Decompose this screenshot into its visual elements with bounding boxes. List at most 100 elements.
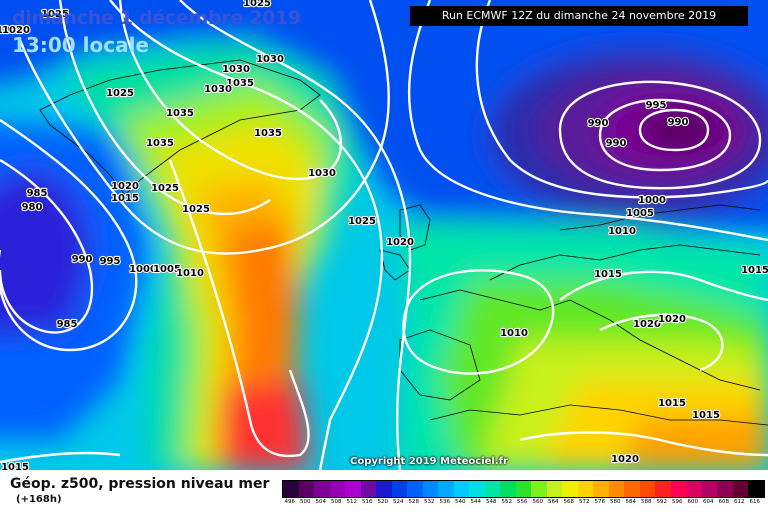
isobar-label: 1035 [254, 128, 282, 139]
isobar-label: 1020 [2, 25, 30, 36]
isobar-label: 1020 [611, 454, 639, 465]
isobar-label: 990 [588, 118, 609, 129]
scale-label: 528 [408, 499, 420, 505]
scale-label: 608 [718, 499, 730, 505]
scale-label: 572 [579, 499, 590, 505]
isobar-label: 1015 [658, 398, 686, 409]
scale-swatch [360, 481, 376, 497]
isobar-label: 1035 [166, 108, 194, 119]
isobar-label: 990 [606, 138, 627, 149]
scale-label: 552 [501, 499, 513, 505]
isobar-label: 1020 [111, 181, 139, 192]
scale-swatch [407, 481, 423, 497]
isobar-label: 1025 [348, 216, 376, 227]
isobar-label: 1025 [151, 183, 179, 194]
isobar-label: 1015 [594, 269, 622, 280]
scale-label: 596 [672, 499, 683, 505]
scale-label: 592 [656, 499, 668, 505]
scale-label: 508 [331, 499, 342, 505]
isobar-label: 985 [57, 319, 78, 330]
scale-label: 496 [284, 499, 296, 505]
geopotential-field [0, 0, 768, 470]
scale-label: 564 [548, 499, 559, 505]
isobar-label: 1015 [741, 265, 768, 276]
isobar-line [558, 80, 762, 190]
scale-label: 520 [377, 499, 389, 505]
isobar-labels: 1025103010301030103510301025103510351035… [0, 0, 768, 470]
isobar-line [402, 269, 555, 375]
scale-label: 540 [455, 499, 466, 505]
isobar-line [109, 0, 384, 470]
scale-swatch [546, 481, 562, 497]
scale-swatch [593, 481, 609, 497]
color-scale [282, 480, 765, 498]
isobar-label: 980 [22, 202, 43, 213]
isobar-label: 1035 [146, 138, 174, 149]
isobar-line [475, 0, 768, 199]
scale-swatch [500, 481, 516, 497]
scale-swatch [655, 481, 671, 497]
forecast-time: 13:00 locale [12, 33, 149, 57]
isobar-label: 1030 [204, 84, 232, 95]
scale-label: 576 [594, 499, 606, 505]
scale-label: 580 [610, 499, 621, 505]
isobar-line [559, 270, 768, 302]
scale-swatch [345, 481, 361, 497]
isobar-line [168, 159, 310, 458]
isobar-line [179, 0, 412, 470]
scale-label: 600 [687, 499, 699, 505]
isobar-label: 1030 [0, 25, 24, 36]
scale-label: 588 [641, 499, 652, 505]
isobar-label: 1010 [500, 328, 528, 339]
isobar-label: 1015 [1, 462, 29, 470]
isobar-line [0, 451, 121, 464]
scale-label: 524 [393, 499, 404, 505]
isobar-label: 990 [72, 254, 93, 265]
scale-swatch [283, 481, 299, 497]
scale-swatch [608, 481, 624, 497]
scale-swatch [376, 481, 392, 497]
isobar-line [638, 108, 710, 152]
scale-swatch [438, 481, 454, 497]
copyright-label: Copyright 2019 Meteociel.fr [350, 456, 508, 467]
isobar-label: 1035 [226, 78, 254, 89]
isobar-label: 995 [646, 100, 667, 111]
scale-swatch [298, 481, 314, 497]
scale-label: 616 [749, 499, 761, 505]
isobar-label: 1025 [41, 9, 69, 20]
scale-label: 548 [486, 499, 497, 505]
scale-swatch [577, 481, 593, 497]
isobar-label: 1025 [182, 204, 210, 215]
isobar-line [407, 0, 768, 242]
scale-label: 532 [424, 499, 435, 505]
scale-label: 612 [734, 499, 745, 505]
isobar-label: 1005 [153, 264, 181, 275]
scale-swatch [701, 481, 717, 497]
isobar-lines [0, 0, 768, 470]
isobar-label: 1000 [129, 264, 157, 275]
scale-label: 516 [362, 499, 373, 505]
geopotential-map: 1025103010301030103510301025103510351035… [0, 0, 768, 470]
isobar-label: 1030 [308, 168, 336, 179]
scale-label: 556 [517, 499, 528, 505]
legend-footer: Géop. z500, pression niveau mer (+168h) … [0, 470, 768, 512]
scale-label: 560 [532, 499, 544, 505]
scale-label: 584 [625, 499, 637, 505]
scale-swatch [515, 481, 531, 497]
scale-swatch [469, 481, 485, 497]
isobar-label: 1030 [222, 64, 250, 75]
isobar-label: 1020 [658, 314, 686, 325]
scale-swatch [639, 481, 655, 497]
isobar-label: 990 [668, 117, 689, 128]
isobar-label: 1010 [608, 226, 636, 237]
isobar-label: 1020 [633, 319, 661, 330]
scale-label: 512 [346, 499, 358, 505]
scale-swatch [391, 481, 407, 497]
isobar-label: 1000 [638, 195, 666, 206]
scale-label: 568 [563, 499, 575, 505]
isobar-label: 1010 [176, 268, 204, 279]
isobar-line [18, 0, 390, 255]
legend-title: Géop. z500, pression niveau mer [10, 476, 270, 492]
isobar-line [0, 158, 93, 334]
